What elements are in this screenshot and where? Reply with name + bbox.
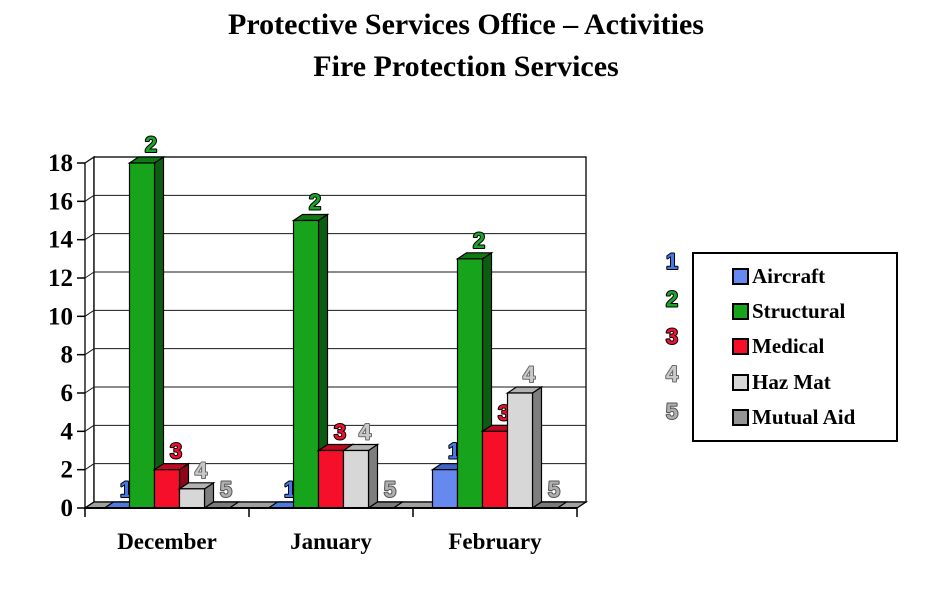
bar-series-number-label: 5 [548,477,560,502]
chart-title-line2: Fire Protection Services [313,50,619,83]
legend-series-number-haz-mat: 4 [666,362,679,387]
bar-series-number-label: 5 [220,477,232,502]
legend-item-structural: Structural [732,299,896,324]
x-axis-label-december: December [117,529,217,554]
bar-january-mutual-aid: 5 [366,476,405,509]
bar-series-number-label: 4 [523,362,536,387]
bar-front-face [342,449,370,509]
legend-swatch-aircraft [732,268,749,286]
y-axis-label: 2 [61,457,74,484]
gridline-stub [84,194,95,202]
bar-front-face [456,258,484,509]
bar-february-haz-mat: 4 [505,361,544,510]
legend-item-medical: Medical [732,334,896,359]
bar-february-structural: 2 [455,227,494,510]
plot-left-wall [84,155,95,510]
gridline-stub [84,463,95,471]
bar-series-number-label: 4 [195,458,208,483]
bar-december-mutual-aid: 5 [202,476,241,509]
legend-label-hazmat: Haz Mat [752,369,831,394]
y-axis-label: 4 [61,418,74,445]
gridline-stub [84,386,95,394]
legend-swatch-medical [732,338,749,356]
bar-front-face [128,162,156,509]
bar-january-haz-mat: 4 [341,419,380,510]
y-axis-label: 8 [61,342,74,369]
gridline-stub [84,156,95,164]
y-axis-label: 12 [48,265,73,292]
gridline-stub [84,271,95,279]
legend-series-number-mutual-aid: 5 [666,399,678,424]
y-axis-label: 6 [61,380,74,407]
legend-label-mutual-aid: Mutual Aid [752,404,856,429]
bar-front-face [481,430,509,509]
bar-series-number-label: 3 [170,439,182,464]
x-axis-label-february: February [448,529,542,554]
gridline-stub [84,348,95,356]
y-axis-label: 10 [48,303,73,330]
y-axis-label: 0 [61,495,74,522]
legend-swatch-hazmat [732,373,749,391]
bar-front-face [506,392,534,509]
y-axis-label: 16 [48,188,73,215]
bar-side-face [531,385,543,510]
bar-january-structural: 2 [291,189,330,510]
legend-label-structural: Structural [752,299,846,324]
bar-series-number-label: 2 [473,228,485,253]
legend-series-number-medical: 3 [666,324,678,349]
bar-front-face [178,488,206,509]
bar-side-face [367,443,379,510]
chart-title-line1: Protective Services Office – Activities [228,8,704,41]
legend-label-medical: Medical [752,334,825,359]
bar-front-face [431,469,459,509]
bar-front-face [153,469,181,509]
legend-item-hazmat: Haz Mat [732,370,896,395]
legend-series-number-structural: 2 [666,287,678,312]
legend-item-aircraft: Aircraft [732,264,896,289]
bar-series-number-label: 2 [309,190,321,215]
legend-label-aircraft: Aircraft [752,264,826,289]
bar-series-number-label: 4 [359,420,372,445]
legend-swatch-structural [732,303,749,321]
bar-side-face [153,155,165,510]
bar-series-number-label: 5 [384,477,396,502]
y-axis-label: 18 [48,150,73,177]
gridline-stub [84,233,95,241]
bar-front-face [317,449,345,509]
bar-front-face [292,219,320,509]
legend-swatch-mutual-aid [732,408,749,426]
x-axis-label-january: January [290,529,372,554]
chart-title: Protective Services Office – Activities … [0,4,932,88]
chart-legend: Aircraft Structural Medical Haz Mat Mutu… [692,252,898,442]
y-axis-label: 14 [48,227,74,254]
bar-december-haz-mat: 4 [177,457,216,510]
bar-series-number-label: 3 [334,420,346,445]
bar-december-structural: 2 [127,131,166,510]
legend-item-mutual-aid: Mutual Aid [732,405,896,430]
legend-series-number-aircraft: 1 [666,249,678,274]
bar-series-number-label: 2 [145,132,157,157]
gridline-stub [84,424,95,432]
gridline-stub [84,309,95,317]
